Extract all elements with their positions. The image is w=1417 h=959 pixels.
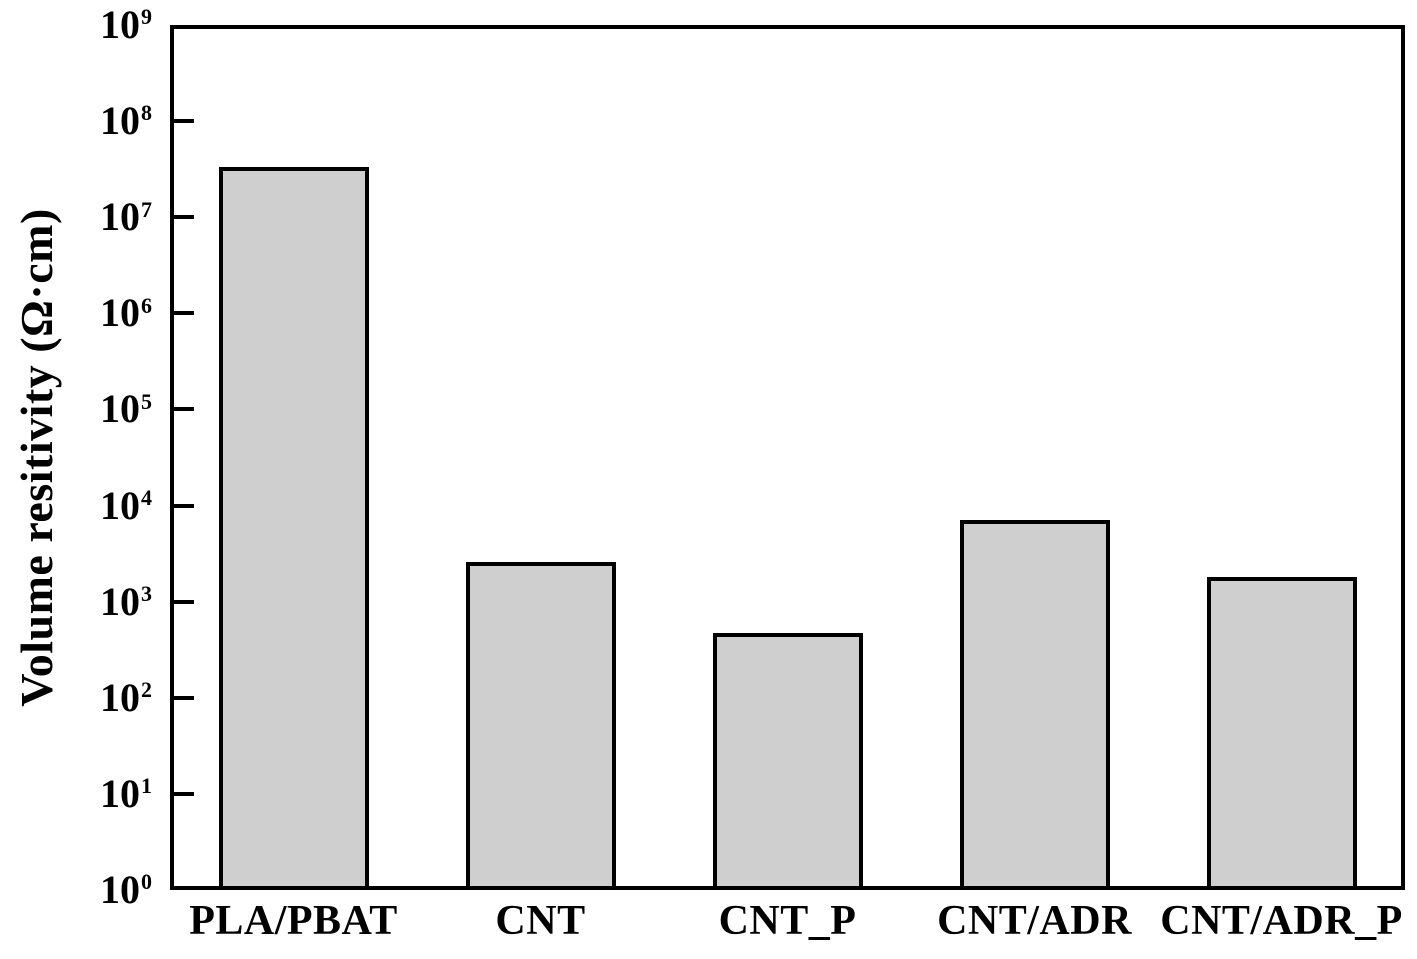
plot-frame — [170, 25, 1405, 890]
y-axis-title-wrap: Volume resitivity (Ω·cm) — [0, 25, 72, 890]
y-tick-label: 107 — [100, 194, 152, 240]
y-tick-mark — [174, 503, 194, 508]
x-tick-label: CNT — [495, 898, 586, 944]
y-tick-mark — [174, 215, 194, 220]
y-tick-mark — [174, 311, 194, 316]
x-tick-label: CNT/ADR_P — [1160, 898, 1403, 944]
y-tick-label: 101 — [100, 770, 152, 816]
bar-CNT_P — [712, 633, 863, 887]
y-tick-mark — [174, 119, 194, 124]
y-tick-mark — [174, 599, 194, 604]
y-tick-mark — [174, 695, 194, 700]
y-axis-title: Volume resitivity (Ω·cm) — [10, 208, 62, 707]
y-tick-label: 102 — [100, 674, 152, 720]
y-tick-label: 103 — [100, 578, 152, 624]
y-tick-label: 104 — [100, 482, 152, 528]
y-tick-mark — [174, 791, 194, 796]
y-tick-label: 108 — [100, 98, 152, 144]
bar-CNT/ADR — [959, 519, 1110, 887]
bar-CNT — [465, 561, 616, 887]
y-tick-label: 100 — [100, 867, 152, 912]
x-tick-label: CNT_P — [718, 898, 857, 944]
y-tick-mark — [174, 407, 194, 412]
y-tick-label: 109 — [100, 2, 152, 47]
bar-PLA/PBAT — [218, 167, 369, 887]
y-tick-label: 105 — [100, 386, 152, 432]
y-tick-label: 106 — [100, 290, 152, 336]
x-tick-label: PLA/PBAT — [189, 898, 398, 944]
x-tick-label: CNT/ADR — [937, 898, 1132, 944]
bar-CNT/ADR_P — [1206, 577, 1357, 887]
